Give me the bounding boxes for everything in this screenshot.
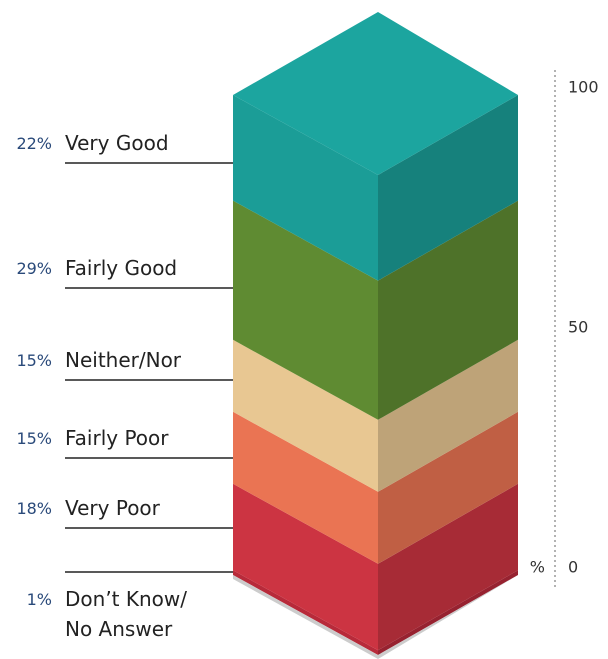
- y-tick-label: 50: [568, 318, 588, 337]
- value-label: 18%: [0, 499, 52, 518]
- y-tick-label: 100: [568, 78, 599, 97]
- value-label: 15%: [0, 351, 52, 370]
- chart: 0 50 100% 22% Very Good 29% Fairly Good 15% Nei…: [0, 0, 608, 659]
- value-label: 1%: [0, 590, 52, 609]
- value-label: 29%: [0, 259, 52, 278]
- category-label: Fairly Good: [65, 253, 205, 283]
- y-tick-label: 0: [568, 558, 578, 577]
- chart-svg: 0 50 100%: [0, 0, 608, 659]
- category-label: Don’t Know/ No Answer: [65, 584, 205, 644]
- category-label: Neither/Nor: [65, 345, 205, 375]
- category-label: Very Good: [65, 128, 205, 158]
- category-label: Fairly Poor: [65, 423, 205, 453]
- value-label: 22%: [0, 134, 52, 153]
- value-label: 15%: [0, 429, 52, 448]
- category-label: Very Poor: [65, 493, 205, 523]
- y-axis-label: %: [530, 558, 545, 577]
